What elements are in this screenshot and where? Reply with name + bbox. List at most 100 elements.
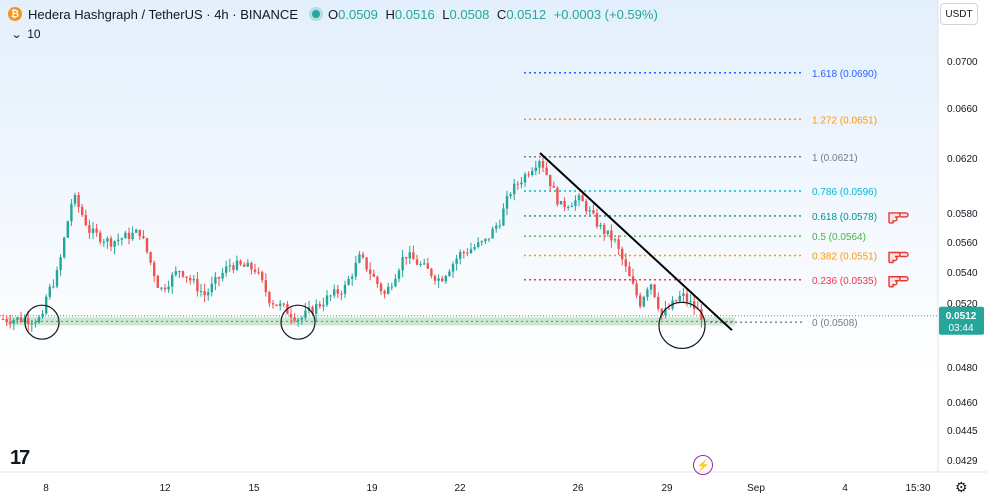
candle-body [243,264,246,267]
candle-body [426,263,429,269]
support-zone[interactable] [6,317,735,326]
candle-body [171,274,174,287]
candle-body [365,257,368,270]
fib-level-label: 0.618 (0.0578) [812,212,877,223]
candle-body [631,276,635,284]
candle-body [610,230,613,241]
fib-level-label: 0.786 (0.0596) [812,187,877,198]
candle-body [210,283,213,293]
candle-body [329,295,332,297]
candle-body [138,229,141,237]
candle-body [401,257,404,271]
candle-body [628,266,631,277]
candle-body [570,205,573,207]
lightning-icon[interactable]: ⚡ [693,455,713,475]
coin-icon[interactable]: ₿ [8,7,22,21]
candle-body [189,277,192,281]
candle-body [232,265,235,270]
candle-body [181,271,185,277]
pointing-hand-icon [888,212,909,224]
candle-body [73,194,77,204]
highlight-circle[interactable] [280,304,316,340]
candle-body [153,262,156,276]
candle-body [239,260,242,265]
candle-body [333,289,336,296]
candle-body [235,260,239,270]
candle-body [498,225,501,227]
fib-level-label: 0.382 (0.0551) [812,252,877,263]
candle-body [84,215,87,226]
trendline[interactable] [539,152,733,331]
x-tick-label: 8 [43,483,49,494]
candle-body [253,269,257,272]
candle-body [192,279,195,281]
chevron-down-icon[interactable]: ⌄ [10,28,23,41]
price-scale[interactable] [938,0,987,472]
candle-body [185,276,188,278]
candle-body [689,301,692,303]
candle-body [509,194,512,197]
candle-body [372,273,375,277]
indicator-row[interactable]: ⌄ 10 [10,27,41,41]
x-tick-label: 12 [159,483,171,494]
fib-level-label: 0.236 (0.0535) [812,276,877,287]
candle-body [606,230,609,235]
candle-body [441,278,444,282]
candle-body [279,303,282,306]
candle-body [581,195,584,202]
candle-body [660,308,663,316]
candle-body [549,174,552,187]
high-label: H [385,6,395,22]
candle-body [466,252,469,254]
gear-icon[interactable]: ⚙ [955,479,968,495]
pointing-hand-icon [888,251,909,264]
candle-body [513,183,516,195]
candle-body [646,289,649,297]
y-tick-label: 0.0429 [947,456,978,467]
candle-body [387,286,390,294]
tradingview-logo[interactable]: 17 [10,447,30,469]
change-value: +0.0003 (+0.59%) [553,6,658,22]
candle-body [531,170,534,175]
candle-body [556,187,559,205]
candle-body [577,195,581,201]
candle-body [95,228,98,233]
market-status-dot [312,10,320,18]
low-label: L [442,6,450,22]
candle-body [174,271,177,275]
candle-body [63,237,66,258]
fib-level-label: 1.618 (0.0690) [812,69,877,80]
candle-body [477,242,480,248]
high-value: 0.0516 [394,6,435,22]
symbol-title[interactable]: Hedera Hashgraph / TetherUS · 4h · BINAN… [28,6,298,22]
candle-body [574,200,577,206]
candle-body [282,303,285,305]
candle-body [361,254,365,258]
highlight-circle[interactable] [658,301,706,349]
candle-body [41,313,44,318]
candle-body [397,270,401,279]
currency-button[interactable]: USDT [940,3,978,25]
x-tick-label: 15:30 [905,483,930,494]
candle-body [383,291,386,294]
candle-body [444,275,447,282]
candle-body [588,210,591,212]
candle-body [358,254,361,263]
candle-body [423,263,426,265]
candle-body [311,307,314,314]
candle-body [685,293,689,302]
candle-body [225,266,228,273]
candle-body [545,167,548,175]
candle-body [469,249,473,254]
candle-body [59,257,62,271]
candle-body [405,257,408,259]
candle-body [167,286,170,290]
candle-body [250,262,253,270]
candle-body [678,295,681,302]
highlight-circle[interactable] [24,304,60,340]
candle-body [145,238,149,253]
candle-body [491,228,494,239]
candle-body [12,319,15,324]
candle-body [91,228,95,233]
